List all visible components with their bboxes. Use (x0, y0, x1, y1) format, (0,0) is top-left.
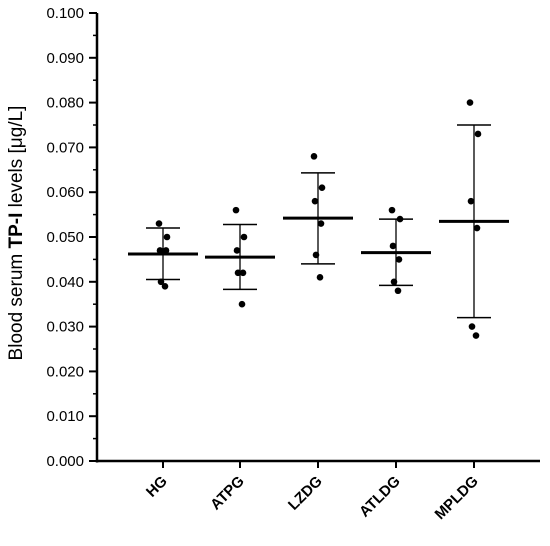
y-tick-label: 0.070 (46, 139, 84, 156)
data-point (234, 269, 242, 277)
data-point (232, 206, 240, 214)
y-axis-title-part-3: levels [μg/L] (6, 106, 27, 213)
data-point (310, 153, 318, 160)
x-tick-label-atldg: ATLDG (356, 473, 404, 521)
group-mpldg (439, 99, 509, 339)
y-tick-label: 0.010 (46, 408, 84, 425)
y-axis: 0.000 0.010 0.020 0.030 0.040 0.050 0.060 0.070… (46, 5, 99, 470)
data-point (317, 220, 325, 227)
data-point (311, 197, 319, 205)
y-tick-label: 0.020 (46, 363, 84, 380)
data-point (394, 287, 402, 295)
data-point (157, 278, 165, 286)
data-point (474, 130, 482, 138)
group-atpg (205, 206, 275, 308)
data-point (472, 332, 480, 339)
x-tick-label-hg: HG (143, 473, 171, 501)
data-point (467, 197, 475, 205)
y-tick-label: 0.080 (46, 95, 84, 112)
data-point (162, 247, 170, 254)
data-point (388, 206, 396, 214)
data-point (161, 282, 169, 290)
data-point (468, 323, 476, 330)
y-axis-title: Blood serum TP-I levels [μg/L] (6, 106, 27, 361)
data-point (240, 233, 248, 241)
x-tick-label-atpg: ATPG (207, 473, 248, 514)
y-tick-label: 0.030 (46, 319, 84, 336)
data-point (316, 274, 324, 281)
y-tick-label: 0.000 (46, 453, 84, 470)
data-point (233, 247, 241, 254)
y-tick-label: 0.100 (46, 5, 84, 22)
y-axis-title-part-1: Blood serum (6, 249, 27, 361)
data-point (466, 99, 474, 106)
x-tick-label-lzdg: LZDG (285, 473, 326, 514)
data-point (473, 224, 481, 232)
data-groups (128, 99, 509, 339)
x-tick-label-mpldg: MPLDG (432, 473, 482, 523)
data-point (312, 251, 320, 259)
y-tick-label: 0.040 (46, 274, 84, 291)
data-point (318, 184, 326, 192)
data-point (390, 278, 398, 286)
data-point (156, 247, 164, 254)
data-point (396, 215, 404, 223)
y-axis-title-part-2: TP-I (6, 213, 27, 249)
x-axis: HG ATPG LZDG ATLDG MPLDG (96, 459, 540, 523)
group-hg (128, 220, 198, 290)
y-tick-label: 0.060 (46, 184, 84, 201)
data-point (239, 269, 247, 277)
group-atldg (361, 206, 431, 295)
data-point (389, 242, 397, 250)
group-lzdg (283, 153, 353, 281)
data-point (155, 220, 163, 227)
y-tick-label: 0.050 (46, 229, 84, 246)
data-point (238, 300, 246, 308)
y-tick-label: 0.090 (46, 50, 84, 67)
data-point (163, 233, 171, 241)
data-point (395, 256, 403, 263)
